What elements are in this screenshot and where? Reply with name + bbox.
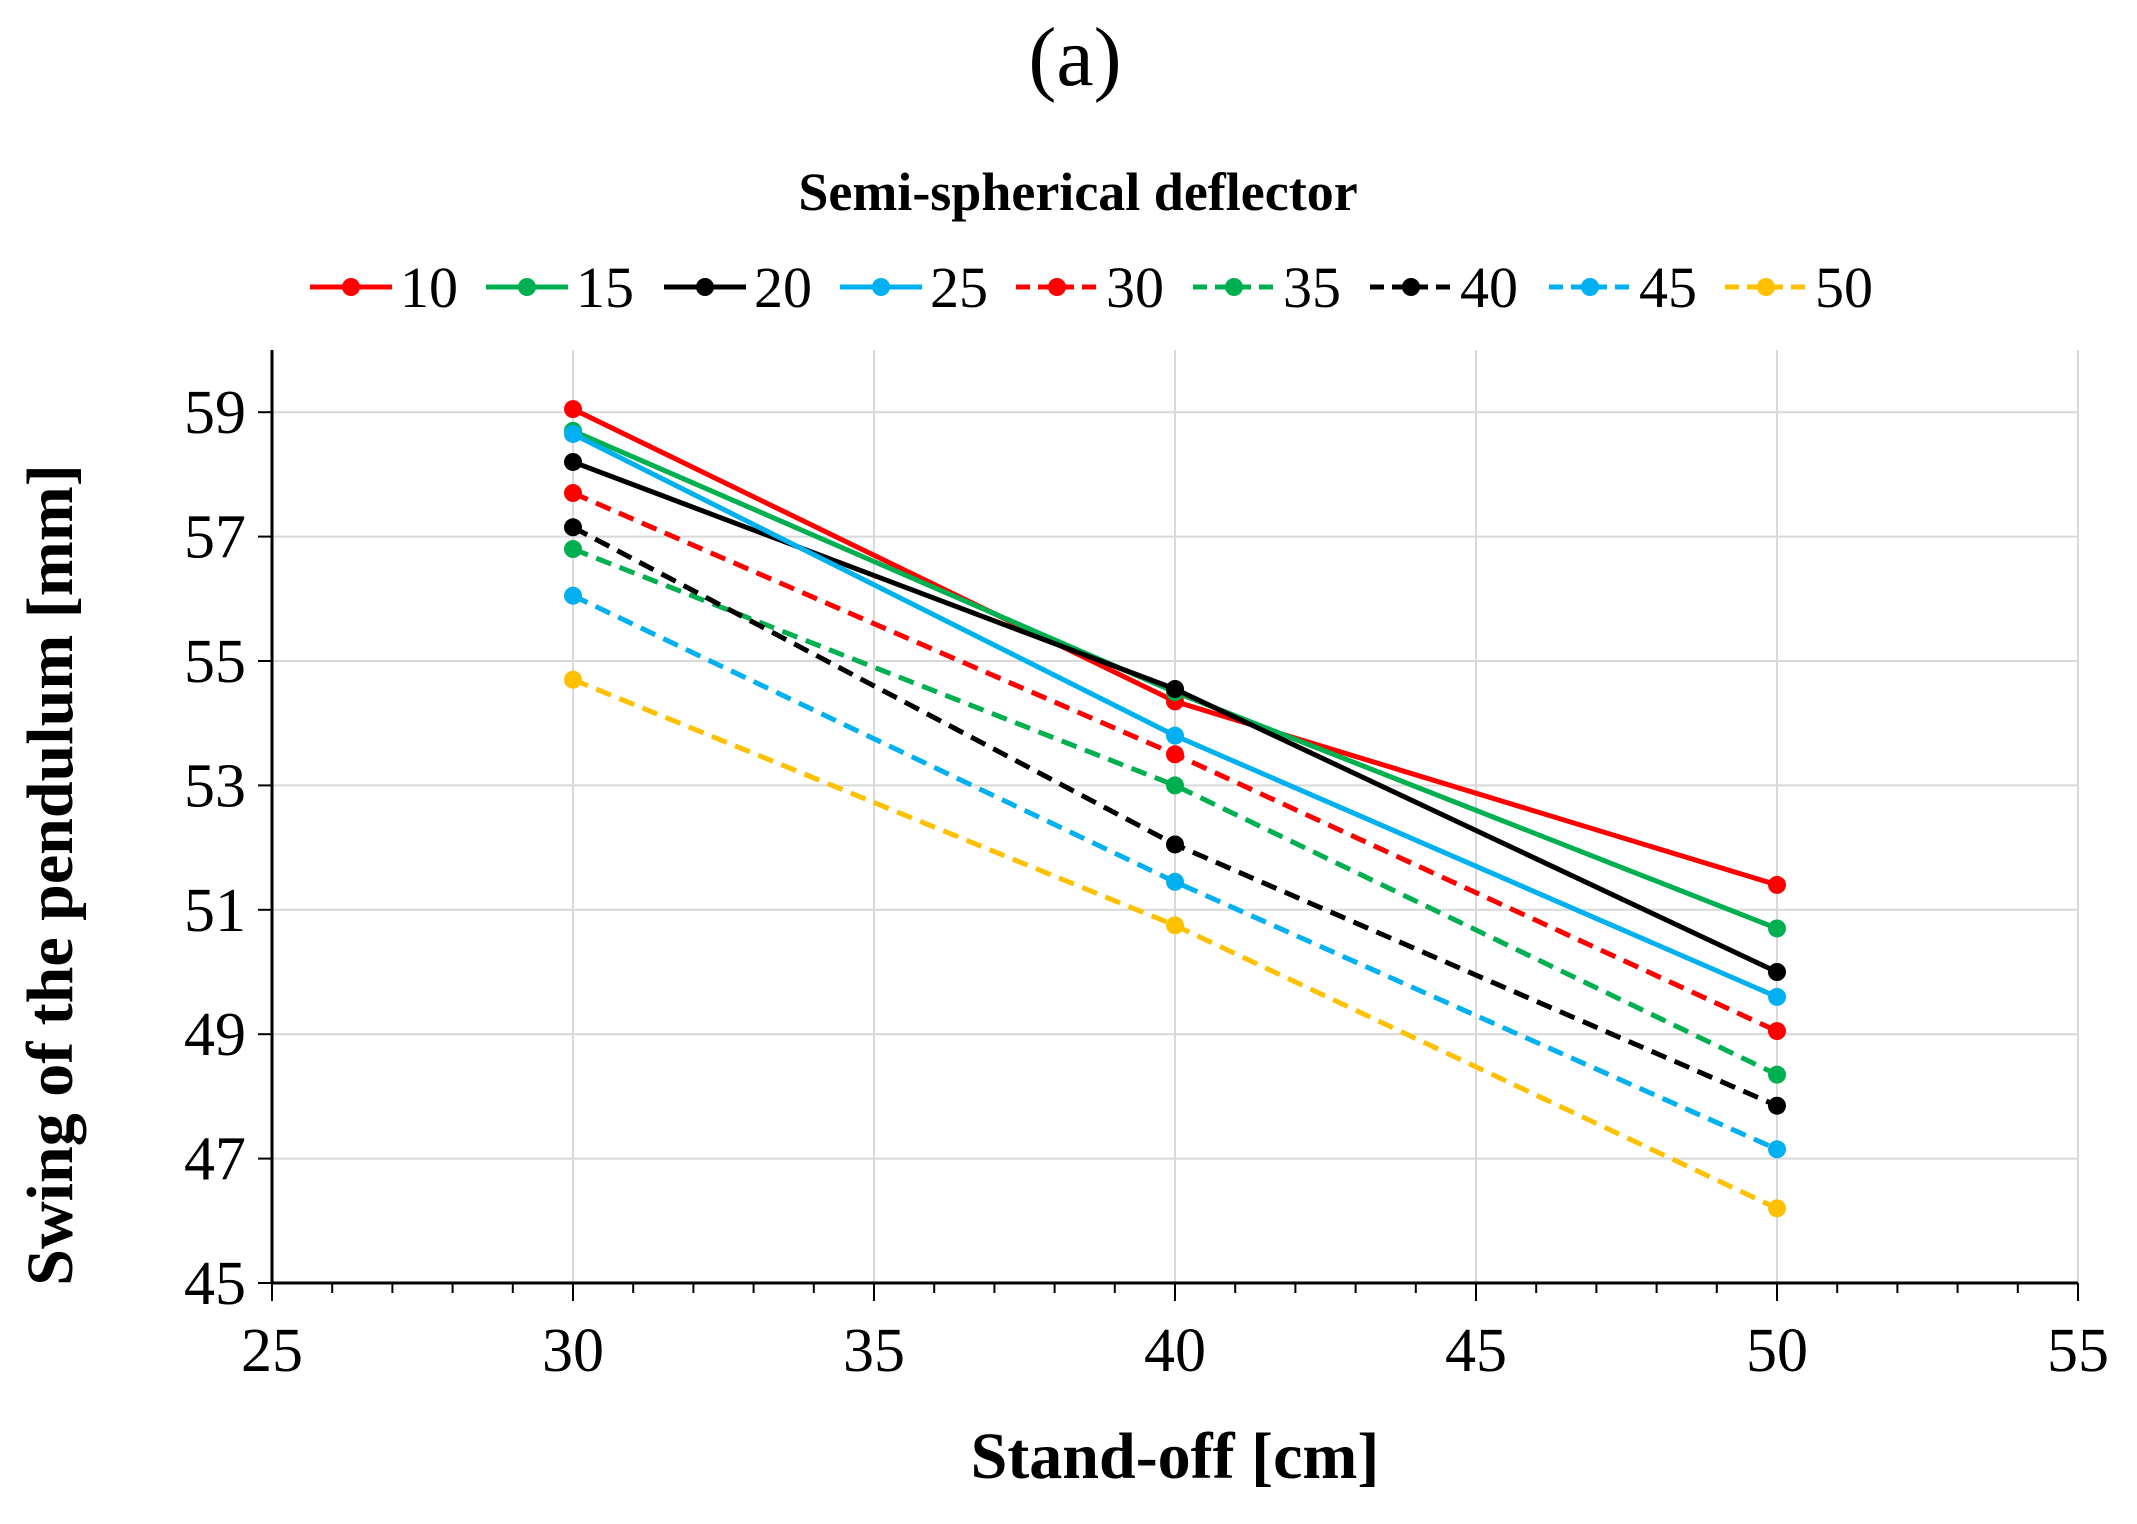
data-point-40: [564, 518, 582, 537]
chart-legend: 10 15 20 25 30 35 40 45 50: [310, 255, 1873, 320]
legend-label-45: 45: [1639, 255, 1697, 320]
x-tick-label: 35: [843, 1317, 905, 1385]
data-point-35: [1768, 1065, 1786, 1084]
legend-marker-20: [696, 278, 714, 296]
legend-marker-35: [1225, 278, 1243, 296]
legend-marker-15: [518, 278, 536, 296]
legend-label-40: 40: [1460, 255, 1518, 320]
data-point-10: [1768, 875, 1786, 894]
data-point-35: [564, 540, 582, 559]
data-point-40: [1768, 1096, 1786, 1115]
legend-marker-45: [1581, 278, 1599, 296]
legend-marker-10: [342, 278, 360, 296]
y-tick-label: 55: [184, 628, 246, 696]
legend-label-10: 10: [400, 255, 458, 320]
y-tick-label: 45: [184, 1250, 246, 1318]
series-layer: [564, 400, 1786, 1218]
legend-label-15: 15: [576, 255, 634, 320]
legend-label-35: 35: [1283, 255, 1341, 320]
data-point-45: [1166, 872, 1184, 891]
y-tick-label: 57: [184, 504, 246, 572]
legend-marker-50: [1757, 278, 1775, 296]
x-tick-label: 55: [2047, 1317, 2109, 1385]
data-point-20: [564, 452, 582, 471]
x-tick-label: 30: [542, 1317, 604, 1385]
legend-label-20: 20: [754, 255, 812, 320]
data-point-10: [564, 400, 582, 419]
data-point-25: [1166, 726, 1184, 745]
legend-label-30: 30: [1106, 255, 1164, 320]
y-tick-label: 49: [184, 1001, 246, 1069]
panel-label: (a): [1028, 11, 1121, 104]
series-line-45: [571, 593, 1779, 1152]
data-point-20: [1166, 679, 1184, 698]
data-point-25: [564, 424, 582, 443]
data-point-35: [1166, 776, 1184, 795]
x-axis-title: Stand-off [cm]: [971, 1420, 1380, 1493]
chart-title: Semi-spherical deflector: [798, 162, 1357, 222]
data-point-45: [1768, 1140, 1786, 1159]
data-point-30: [564, 484, 582, 503]
legend-marker-30: [1048, 278, 1066, 296]
x-tick-label: 25: [241, 1317, 303, 1385]
y-tick-label: 51: [184, 877, 246, 945]
x-tick-label: 50: [1746, 1317, 1808, 1385]
axes: 25 30 35 40 45 50 55 45 47 49 51 53 55 57 59: [184, 350, 2109, 1385]
data-point-50: [1768, 1199, 1786, 1218]
y-tick-label: 59: [184, 379, 246, 447]
y-tick-label: 47: [184, 1126, 246, 1194]
x-tick-label: 45: [1445, 1317, 1507, 1385]
series-line-35: [572, 546, 1779, 1077]
data-point-20: [1768, 963, 1786, 981]
legend-label-25: 25: [930, 255, 988, 320]
x-tick-label: 40: [1144, 1317, 1206, 1385]
data-point-40: [1166, 835, 1184, 854]
legend-marker-40: [1402, 278, 1420, 296]
legend-label-50: 50: [1815, 255, 1873, 320]
data-point-25: [1768, 987, 1786, 1006]
data-point-45: [564, 586, 582, 605]
gridlines: [272, 350, 2079, 1283]
legend-marker-25: [872, 278, 890, 296]
data-point-30: [1166, 745, 1184, 764]
data-point-50: [564, 670, 582, 689]
data-point-30: [1768, 1022, 1786, 1041]
data-point-15: [1768, 919, 1786, 938]
y-axis-title: Swing of the pendulum [mm]: [14, 464, 87, 1285]
data-point-50: [1166, 916, 1184, 935]
y-tick-label: 53: [184, 752, 246, 820]
